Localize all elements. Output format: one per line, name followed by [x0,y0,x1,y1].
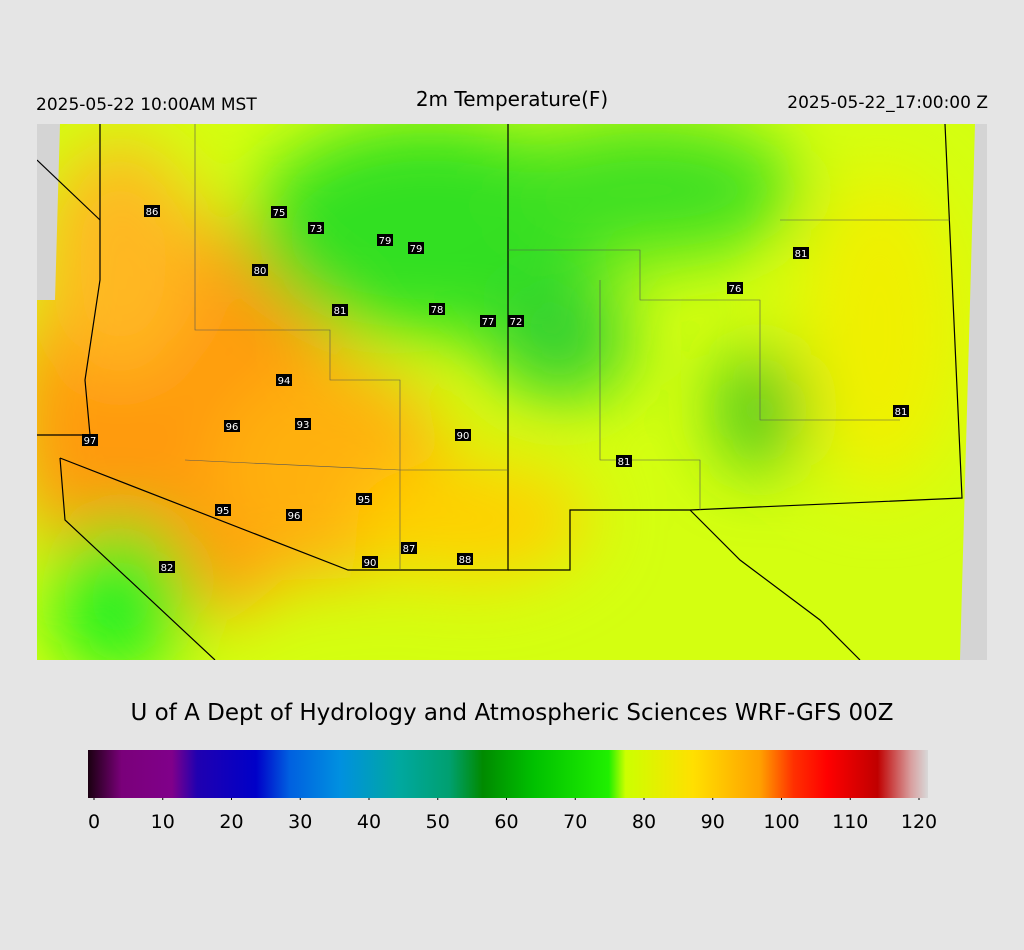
map [37,124,987,660]
colorbar [88,750,928,798]
station-label: 87 [403,544,416,555]
station-label: 79 [410,244,423,255]
station-label: 88 [459,555,472,566]
station-label: 93 [297,420,310,431]
tick-label: 80 [632,811,656,833]
tick-label: 110 [832,811,868,833]
label-box [727,282,743,294]
station-label: 75 [273,208,286,219]
station-label: 77 [482,317,495,328]
station-label: 76 [729,284,742,295]
label-box [362,556,378,568]
credit: U of A Dept of Hydrology and Atmospheric… [130,700,893,726]
station-label: 96 [288,511,301,522]
station-label: 97 [84,436,97,447]
label-box [356,493,372,505]
station-label: 90 [364,558,377,569]
station-label: 95 [217,506,230,517]
label-box [332,304,348,316]
station-label: 90 [457,431,470,442]
station-label: 81 [334,306,347,317]
label-box [276,374,292,386]
station-label: 95 [358,495,371,506]
station-label: 72 [510,317,523,328]
label-box [793,247,809,259]
label-box [252,264,268,276]
label-box [215,504,231,516]
tick-label: 50 [426,811,450,833]
label-box [457,553,473,565]
tick-label: 40 [357,811,381,833]
label-box [144,205,160,217]
label-box [82,434,98,446]
station-label: 82 [161,563,174,574]
station-label: 81 [618,457,631,468]
label-box [159,561,175,573]
label-box [308,222,324,234]
label-box [455,429,471,441]
tick-label: 20 [219,811,243,833]
station-label: 79 [379,236,392,247]
tick-label: 60 [494,811,518,833]
station-label: 81 [795,249,808,260]
label-box [271,206,287,218]
tick-label: 120 [901,811,937,833]
tick-label: 90 [701,811,725,833]
tick-label: 30 [288,811,312,833]
label-box [893,405,909,417]
map-title: 2m Temperature(F) [416,87,608,111]
station-label: 78 [431,305,444,316]
label-box [295,418,311,430]
station-label: 86 [146,207,159,218]
label-box [224,420,240,432]
label-box [429,303,445,315]
station-label: 80 [254,266,267,277]
label-box [286,509,302,521]
station-label: 96 [226,422,239,433]
label-box [401,542,417,554]
label-box [408,242,424,254]
station-labels: 86 75 73 79 79 80 81 78 77 72 81 76 94 96 93 90 97 81 81 95… [82,205,909,574]
tick-label: 10 [151,811,175,833]
label-box [616,455,632,467]
label-box [508,315,524,327]
utc-time: 2025-05-22_17:00:00 Z [787,93,988,113]
label-box [480,315,496,327]
station-label: 73 [310,224,323,235]
label-box [377,234,393,246]
tick-label: 100 [763,811,799,833]
tick-label: 0 [88,811,100,833]
tick-label: 70 [563,811,587,833]
station-label: 81 [895,407,908,418]
station-label: 94 [278,376,291,387]
colorbar-ticks: 0 10 20 30 40 50 60 70 80 90 100 110 120 [88,798,937,833]
local-time: 2025-05-22 10:00AM MST [36,95,257,115]
